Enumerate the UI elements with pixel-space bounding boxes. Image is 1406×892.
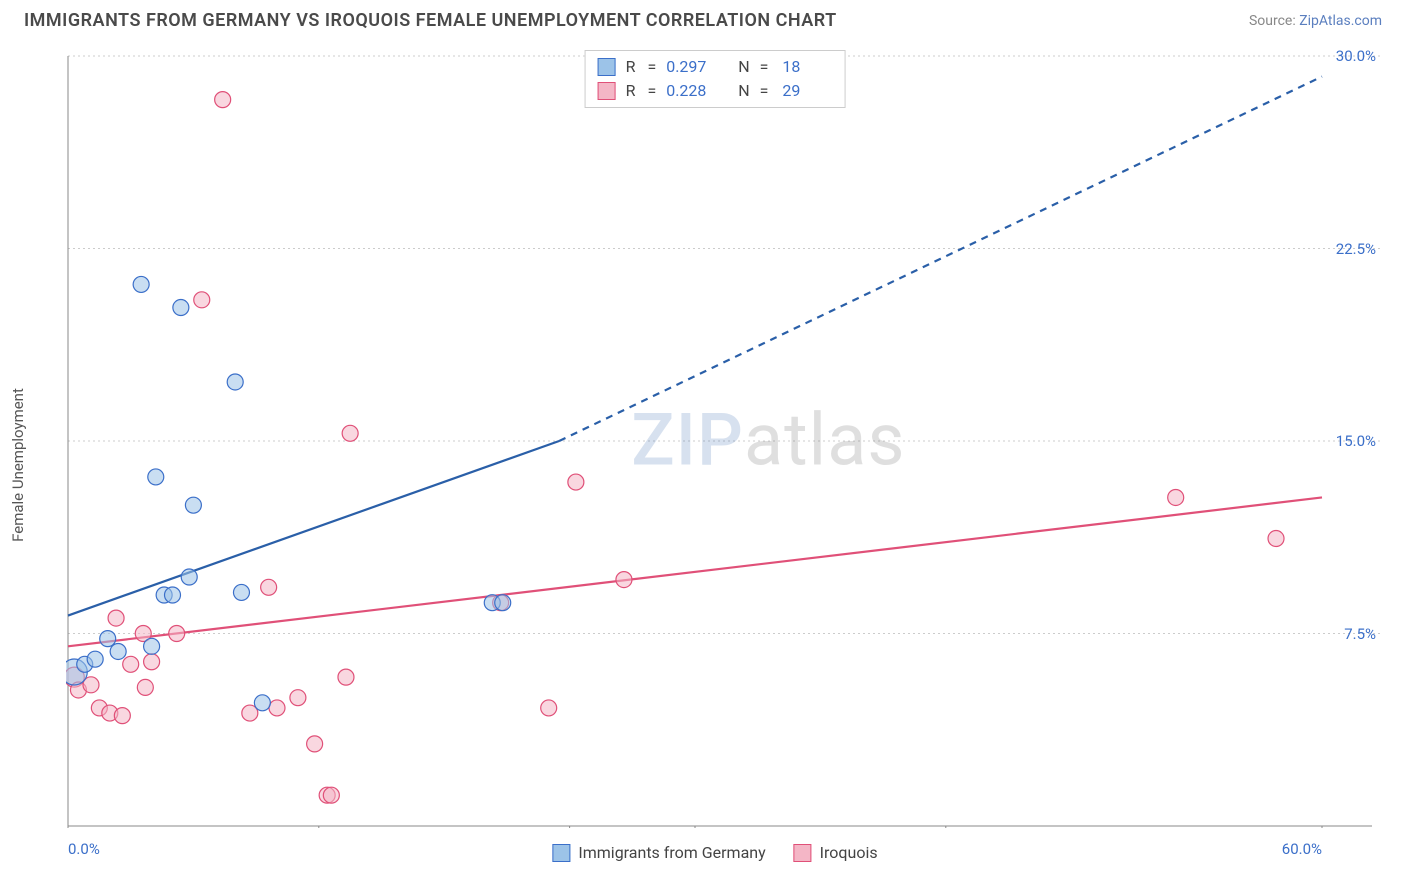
y-tick-label: 15.0% <box>1336 432 1376 450</box>
legend-eq: = <box>760 79 769 103</box>
legend-N-value: 18 <box>778 55 832 79</box>
series-legend-item: Immigrants from Germany <box>552 843 765 862</box>
y-tick-label: 22.5% <box>1336 240 1376 258</box>
source-label: Source: <box>1249 13 1296 29</box>
legend-eq: = <box>647 79 656 103</box>
series-legend: Immigrants from Germany Iroquois <box>552 843 877 862</box>
y-axis-label: Female Unemployment <box>9 388 27 542</box>
y-tick-label: 30.0% <box>1336 47 1376 65</box>
correlation-legend-row: R = 0.228 N = 29 <box>598 79 833 103</box>
legend-N-label: N <box>738 55 749 79</box>
legend-swatch <box>552 844 570 862</box>
scatter-plot-svg <box>66 50 1382 828</box>
x-tick-label: 0.0% <box>68 840 100 858</box>
legend-R-label: R <box>626 79 636 103</box>
x-tick-label: 60.0% <box>1282 840 1322 858</box>
legend-N-label: N <box>738 79 749 103</box>
series-legend-label: Iroquois <box>820 843 878 862</box>
legend-swatch <box>598 82 616 100</box>
chart-area: Female Unemployment ZIPatlas R=0.297N= 1… <box>48 50 1382 862</box>
source-credit: Source: ZipAtlas.com <box>1249 13 1382 29</box>
correlation-legend: R = 0.297 N = 18 R = 0.228 N = 29 <box>585 50 846 108</box>
series-legend-item: Iroquois <box>794 843 878 862</box>
series-legend-label: Immigrants from Germany <box>578 843 765 862</box>
legend-N-value: 29 <box>778 79 832 103</box>
legend-swatch <box>598 58 616 76</box>
source-link[interactable]: ZipAtlas.com <box>1299 13 1382 29</box>
legend-eq: = <box>647 55 656 79</box>
chart-title: IMMIGRANTS FROM GERMANY VS IROQUOIS FEMA… <box>24 10 837 31</box>
legend-R-value: 0.297 <box>666 55 720 79</box>
legend-swatch <box>794 844 812 862</box>
correlation-legend-row: R = 0.297 N = 18 <box>598 55 833 79</box>
y-tick-label: 7.5% <box>1344 625 1376 643</box>
legend-R-value: 0.228 <box>666 79 720 103</box>
legend-R-label: R <box>626 55 636 79</box>
chart-header: IMMIGRANTS FROM GERMANY VS IROQUOIS FEMA… <box>0 0 1406 37</box>
legend-eq: = <box>760 55 769 79</box>
